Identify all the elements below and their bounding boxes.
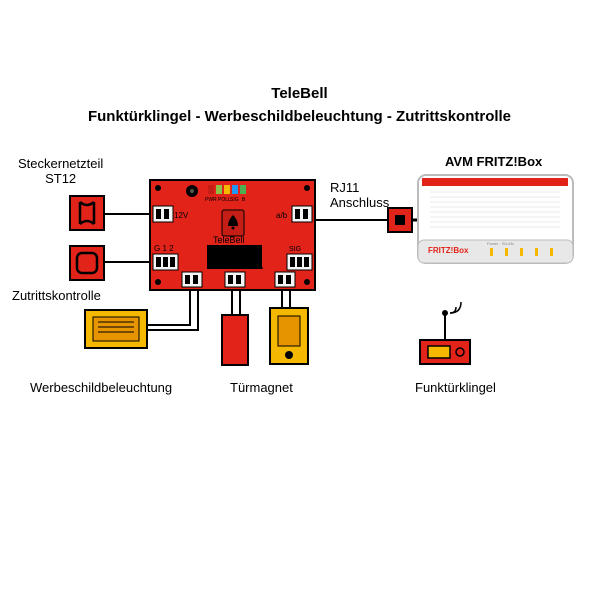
svg-text:12V: 12V bbox=[174, 211, 189, 220]
fritzbox-icon: FRITZ!Box Power WLAN bbox=[418, 175, 573, 263]
svg-text:SIG: SIG bbox=[230, 197, 239, 203]
fritzbox-device-label: FRITZ!Box bbox=[428, 246, 469, 255]
sign-lighting-icon bbox=[85, 310, 147, 348]
board-name-text: TeleBell bbox=[213, 235, 245, 245]
svg-text:Power: Power bbox=[487, 241, 499, 246]
power-supply-icon bbox=[70, 196, 104, 230]
rj11-icon bbox=[388, 208, 412, 232]
svg-text:WLAN: WLAN bbox=[502, 241, 514, 246]
telebell-board: PWR POLL SIG B 12V a/b G 1 2 SIG bbox=[150, 180, 315, 290]
svg-text:G 1 2: G 1 2 bbox=[154, 244, 174, 253]
svg-text:SIG: SIG bbox=[289, 246, 301, 253]
diagram-svg: PWR POLL SIG B 12V a/b G 1 2 SIG bbox=[0, 0, 599, 600]
svg-text:PWR: PWR bbox=[205, 197, 217, 203]
svg-text:a/b: a/b bbox=[276, 211, 288, 220]
door-magnet-red-icon bbox=[222, 315, 248, 365]
door-magnet-yellow-icon bbox=[270, 308, 308, 364]
access-control-icon bbox=[70, 246, 104, 280]
wireless-bell-icon bbox=[420, 302, 470, 364]
